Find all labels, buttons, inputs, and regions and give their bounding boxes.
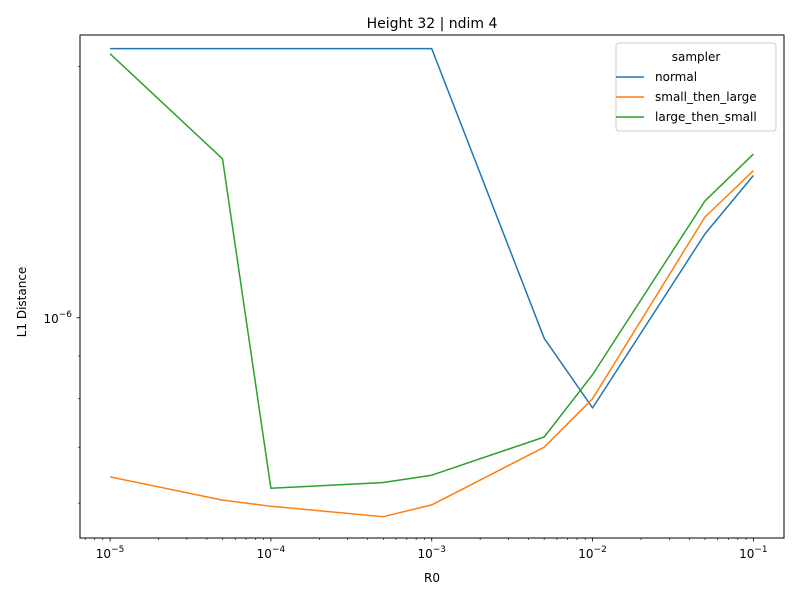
y-axis-label: L1 Distance — [15, 267, 29, 338]
legend-label-large_then_small: large_then_small — [655, 110, 757, 124]
series-line-normal — [110, 47, 754, 409]
x-tick-label: 10−1 — [739, 545, 768, 561]
legend-box — [615, 42, 777, 132]
x-tick-label: 10−4 — [257, 545, 286, 561]
series-layer — [109, 47, 754, 518]
x-tick-label: 10−3 — [417, 545, 446, 561]
legend-label-normal: normal — [655, 70, 697, 84]
legend-title: sampler — [672, 50, 721, 64]
series-line-large_then_small — [109, 53, 754, 490]
legend-label-small_then_large: small_then_large — [655, 90, 757, 104]
x-tick-label: 10−2 — [578, 545, 607, 561]
chart-title: Height 32 | ndim 4 — [367, 16, 498, 32]
series-line-small_then_large — [109, 170, 754, 518]
x-axis: 10−5 10−4 10−3 10−2 10−1 — [84, 538, 768, 561]
x-tick-label: 10−5 — [96, 545, 125, 561]
y-tick-label: 10−6 — [43, 310, 72, 326]
legend: sampler normal small_then_large large_then… — [615, 42, 777, 132]
x-axis-label: R0 — [424, 571, 440, 585]
y-axis: 10−6 — [43, 65, 80, 504]
